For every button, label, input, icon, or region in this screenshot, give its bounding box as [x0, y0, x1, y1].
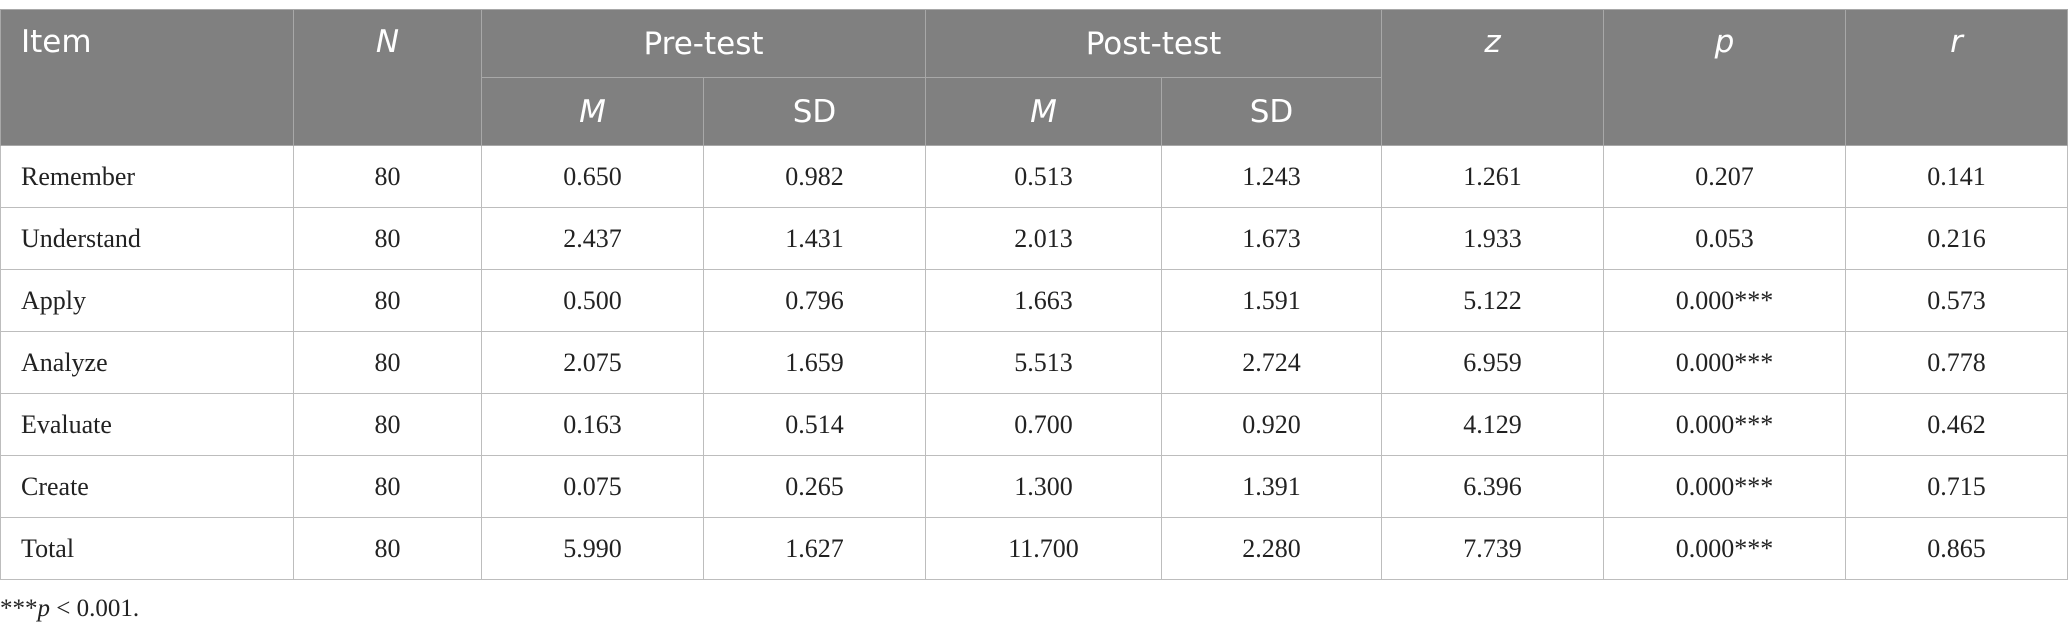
- header-cell: Pre-test: [480, 9, 927, 78]
- header-cell: SD: [1161, 77, 1383, 146]
- cell: 0.207: [1603, 145, 1847, 208]
- cell: 0.000***: [1603, 393, 1847, 456]
- cell: 0.920: [1161, 393, 1383, 456]
- row-label: Create: [0, 455, 294, 518]
- cell: 5.990: [481, 517, 704, 580]
- cell: 80: [293, 455, 482, 518]
- cell: 5.122: [1381, 269, 1605, 332]
- cell: 0.700: [925, 393, 1163, 456]
- cell: 1.663: [925, 269, 1163, 332]
- cell: 0.000***: [1603, 269, 1847, 332]
- cell: 0.500: [481, 269, 704, 332]
- cell: 2.280: [1161, 517, 1383, 580]
- row-label: Total: [0, 517, 294, 580]
- cell: 0.000***: [1603, 517, 1847, 580]
- cell: 1.659: [702, 331, 927, 394]
- cell: 1.627: [702, 517, 927, 580]
- cell: 2.075: [481, 331, 704, 394]
- cell: 0.865: [1845, 517, 2068, 580]
- data-table: Item N Pre-test Post-test z p r M SD M S…: [0, 9, 2068, 580]
- footnote: ***p < 0.001.: [0, 595, 139, 623]
- cell: 80: [293, 145, 482, 208]
- cell: 0.573: [1845, 269, 2068, 332]
- row-label: Remember: [0, 145, 294, 208]
- footnote-p: p: [37, 595, 51, 622]
- cell: 0.000***: [1603, 331, 1847, 394]
- cell: 0.650: [481, 145, 704, 208]
- cell: 0.514: [702, 393, 927, 456]
- cell: 2.724: [1161, 331, 1383, 394]
- cell: 2.437: [481, 207, 704, 270]
- cell: 4.129: [1381, 393, 1605, 456]
- cell: 80: [293, 331, 482, 394]
- table-row: Evaluate 80 0.163 0.514 0.700 0.920 4.129 0.000…: [0, 393, 2068, 456]
- header-cell: M: [481, 77, 704, 146]
- cell: 1.300: [925, 455, 1163, 518]
- cell: 1.431: [702, 207, 927, 270]
- header-cell: r: [1845, 9, 2068, 146]
- cell: 1.243: [1161, 145, 1383, 208]
- cell: 0.216: [1845, 207, 2068, 270]
- cell: 2.013: [925, 207, 1163, 270]
- table-row: Apply 80 0.500 0.796 1.663 1.591 5.122 0.000***…: [0, 269, 2068, 332]
- cell: 0.163: [481, 393, 704, 456]
- table-body: Remember 80 0.650 0.982 0.513 1.243 1.261 0.207…: [0, 145, 2068, 580]
- cell: 0.715: [1845, 455, 2068, 518]
- cell: 0.982: [702, 145, 927, 208]
- row-label: Apply: [0, 269, 294, 332]
- cell: 0.000***: [1603, 455, 1847, 518]
- table-row: Understand 80 2.437 1.431 2.013 1.673 1.933 0.0…: [0, 207, 2068, 270]
- row-label: Evaluate: [0, 393, 294, 456]
- header-cell: SD: [702, 77, 927, 146]
- cell: 6.396: [1381, 455, 1605, 518]
- table-row: Create 80 0.075 0.265 1.300 1.391 6.396 0.000**…: [0, 455, 2068, 518]
- cell: 80: [293, 517, 482, 580]
- cell: 1.261: [1381, 145, 1605, 208]
- cell: 11.700: [925, 517, 1163, 580]
- footnote-stars: ***: [0, 595, 38, 622]
- cell: 0.513: [925, 145, 1163, 208]
- header-cell: M: [925, 77, 1163, 146]
- cell: 1.391: [1161, 455, 1383, 518]
- table-row: Analyze 80 2.075 1.659 5.513 2.724 6.959 0.000*…: [0, 331, 2068, 394]
- cell: 1.933: [1381, 207, 1605, 270]
- table-row: Remember 80 0.650 0.982 0.513 1.243 1.261 0.207…: [0, 145, 2068, 208]
- row-label: Analyze: [0, 331, 294, 394]
- footnote-text: < 0.001.: [50, 595, 140, 622]
- header-cell: z: [1381, 9, 1605, 146]
- cell: 1.673: [1161, 207, 1383, 270]
- cell: 80: [293, 393, 482, 456]
- table-row: Total 80 5.990 1.627 11.700 2.280 7.739 0.000**…: [0, 517, 2068, 580]
- cell: 0.075: [481, 455, 704, 518]
- cell: 6.959: [1381, 331, 1605, 394]
- cell: 0.141: [1845, 145, 2068, 208]
- cell: 5.513: [925, 331, 1163, 394]
- cell: 0.265: [702, 455, 927, 518]
- cell: 0.796: [702, 269, 927, 332]
- cell: 0.778: [1845, 331, 2068, 394]
- row-label: Understand: [0, 207, 294, 270]
- cell: 80: [293, 269, 482, 332]
- cell: 7.739: [1381, 517, 1605, 580]
- header-cell: Item: [0, 9, 294, 146]
- cell: 0.053: [1603, 207, 1847, 270]
- header-cell: Post-test: [925, 9, 1383, 78]
- header-cell: p: [1603, 9, 1847, 146]
- cell: 80: [293, 207, 482, 270]
- cell: 1.591: [1161, 269, 1383, 332]
- header-cell: N: [293, 9, 482, 146]
- cell: 0.462: [1845, 393, 2068, 456]
